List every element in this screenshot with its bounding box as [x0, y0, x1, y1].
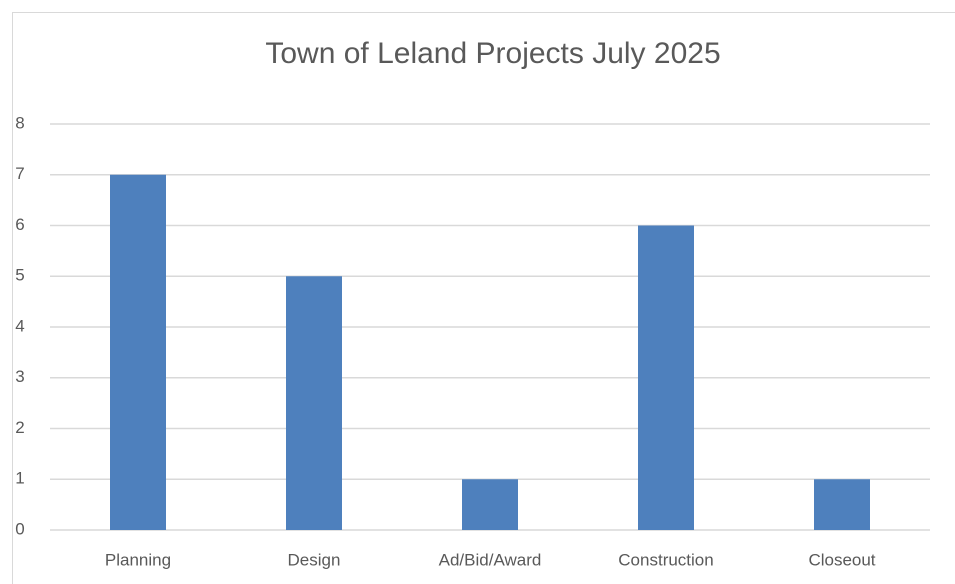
bar [110, 174, 166, 530]
y-tick-label: 6 [15, 215, 24, 234]
y-tick-label: 1 [15, 469, 24, 488]
y-tick-label: 5 [15, 266, 24, 285]
bar [638, 225, 694, 530]
x-tick-label: Design [288, 550, 341, 569]
bar [814, 479, 870, 530]
bar [286, 276, 342, 530]
y-tick-label: 4 [15, 316, 24, 335]
y-tick-label: 3 [15, 367, 24, 386]
bar [462, 479, 518, 530]
y-tick-label: 0 [15, 519, 24, 538]
x-tick-label: Construction [618, 550, 713, 569]
x-tick-label: Planning [105, 550, 171, 569]
y-tick-label: 2 [15, 418, 24, 437]
x-tick-label: Ad/Bid/Award [439, 550, 542, 569]
y-tick-label: 7 [15, 164, 24, 183]
chart-title: Town of Leland Projects July 2025 [265, 37, 720, 70]
x-tick-label: Closeout [808, 550, 875, 569]
y-tick-label: 8 [15, 113, 24, 132]
